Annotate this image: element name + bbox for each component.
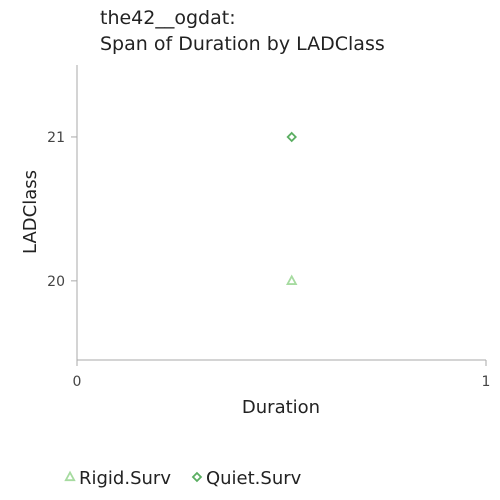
chart-title: the42__ogdat: Span of Duration by LADCla…	[100, 7, 385, 55]
x-tick-label: 1	[482, 374, 491, 390]
legend-label: Rigid.Surv	[79, 468, 171, 489]
y-axis-title: LADClass	[20, 170, 41, 254]
data-point	[286, 131, 297, 143]
chart-title-line-1: the42__ogdat:	[100, 7, 236, 29]
chart-title-line-2: Span of Duration by LADClass	[100, 33, 385, 55]
data-point	[286, 274, 298, 285]
legend-label: Quiet.Surv	[206, 468, 302, 489]
x-axis-title: Duration	[242, 397, 320, 418]
y-tick-label: 21	[47, 130, 65, 146]
legend-marker	[64, 470, 76, 482]
x-tick-label: 0	[73, 374, 82, 390]
y-tick-label: 20	[47, 274, 65, 290]
legend: Rigid.Surv Quiet.Surv	[64, 468, 302, 489]
data-points	[286, 131, 298, 285]
legend-marker	[191, 471, 203, 483]
